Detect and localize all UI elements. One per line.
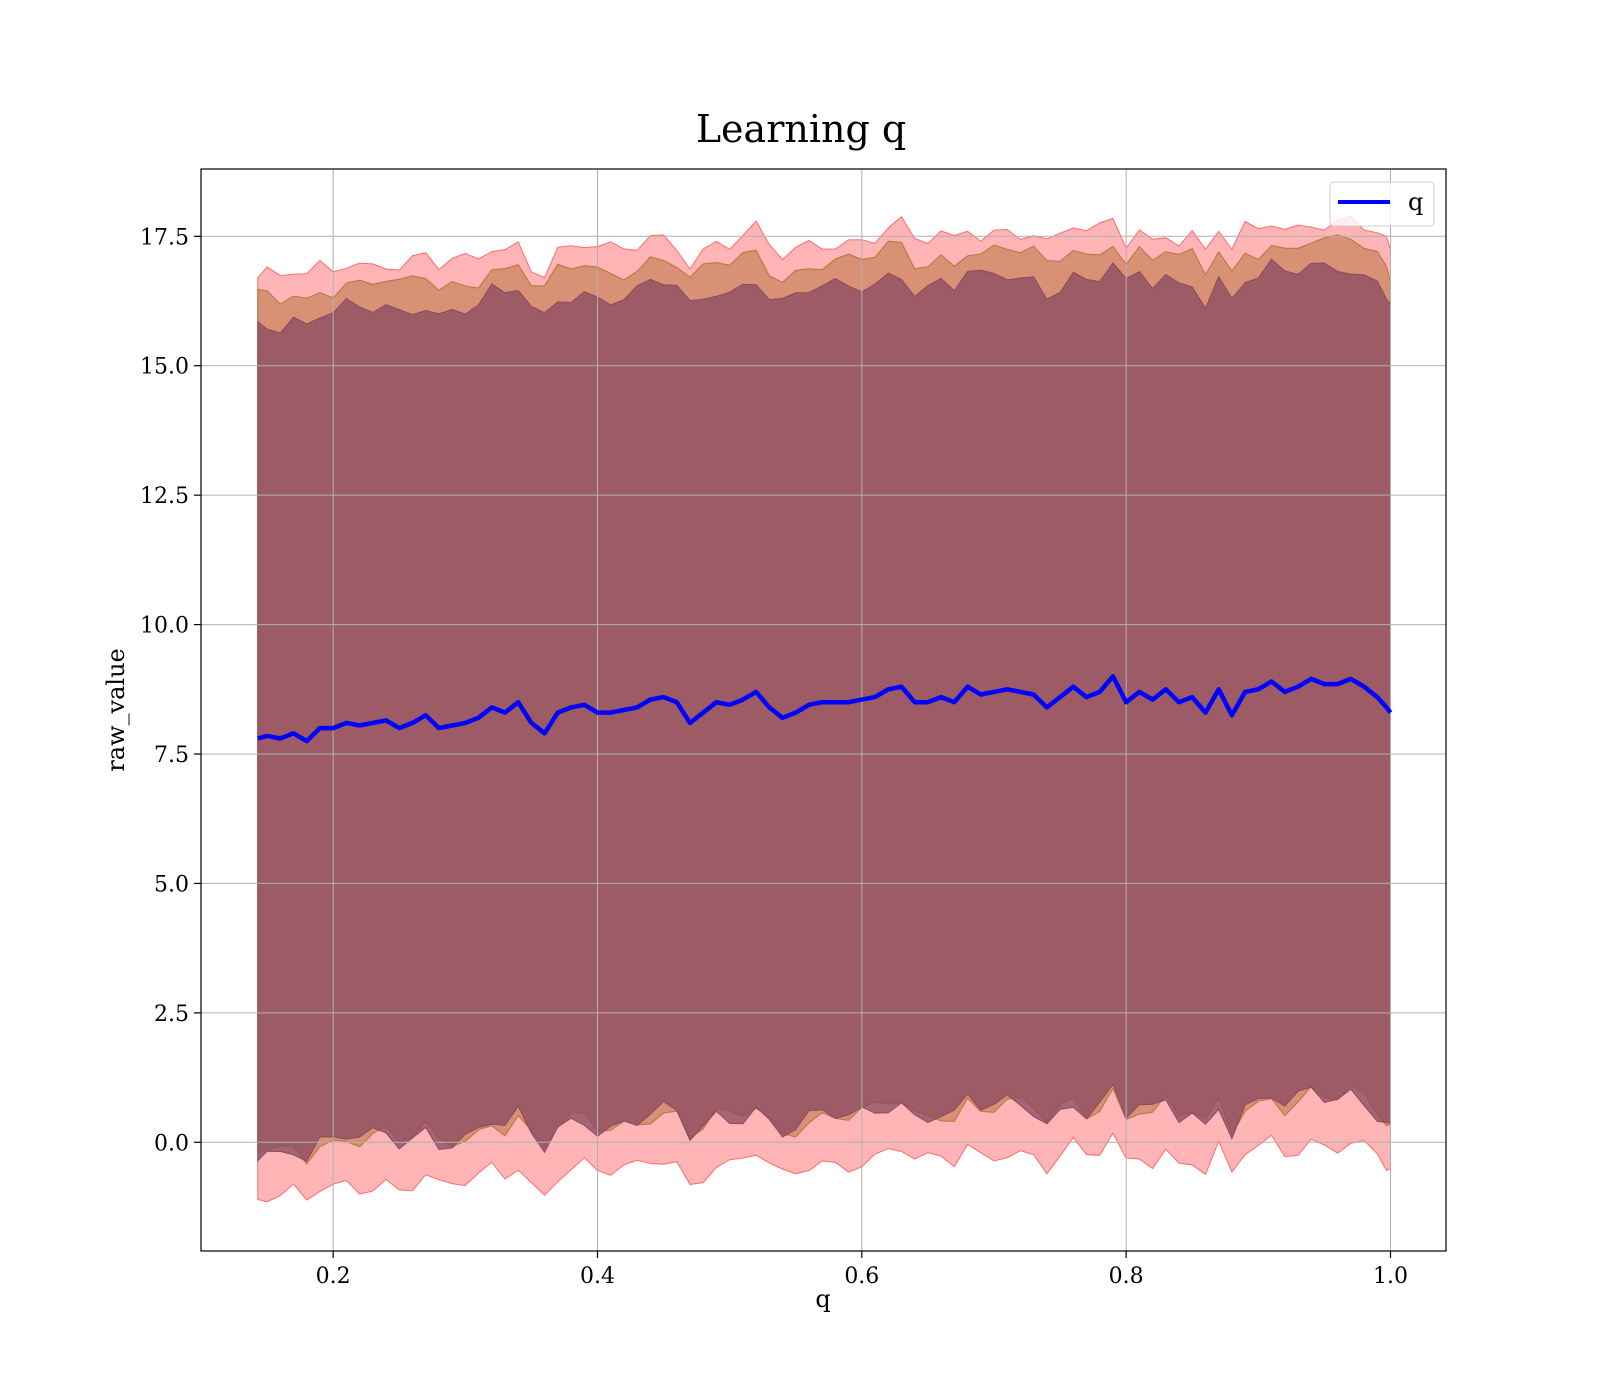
- x-axis-label: q: [815, 1285, 830, 1313]
- series-layer: [257, 674, 1393, 744]
- y-tick-label: 0.0: [154, 1131, 189, 1156]
- y-tick-label: 2.5: [154, 1002, 189, 1027]
- y-tick-label: 12.5: [140, 484, 189, 509]
- y-tick-label: 17.5: [140, 225, 189, 250]
- x-tick-label: 1.0: [1373, 1264, 1408, 1289]
- y-tick-label: 7.5: [154, 743, 189, 768]
- plot-area: [257, 215, 1391, 1203]
- grid-lines: [201, 169, 1446, 1251]
- x-tick-label: 0.8: [1109, 1264, 1144, 1289]
- y-axis-label: raw_value: [102, 648, 130, 772]
- x-tick-label: 0.4: [580, 1264, 615, 1289]
- x-axis: 0.2 0.4 0.6 0.8 1.0: [316, 1251, 1408, 1289]
- x-tick-label: 0.6: [844, 1264, 879, 1289]
- y-tick-label: 5.0: [154, 872, 189, 897]
- legend: q: [1329, 181, 1435, 227]
- plot-frame: [200, 168, 1447, 1252]
- series-line-q: [257, 674, 1393, 744]
- chart-title: Learning q: [696, 107, 906, 151]
- x-tick-label: 0.2: [316, 1264, 351, 1289]
- y-tick-label: 10.0: [140, 614, 189, 639]
- band-inner: [257, 258, 1391, 1163]
- y-tick-label: 15.0: [140, 355, 189, 380]
- legend-label-q: q: [1408, 188, 1423, 216]
- y-axis: 0.0 2.5 5.0 7.5 10.0 12.5 15.0 17.5: [140, 225, 201, 1156]
